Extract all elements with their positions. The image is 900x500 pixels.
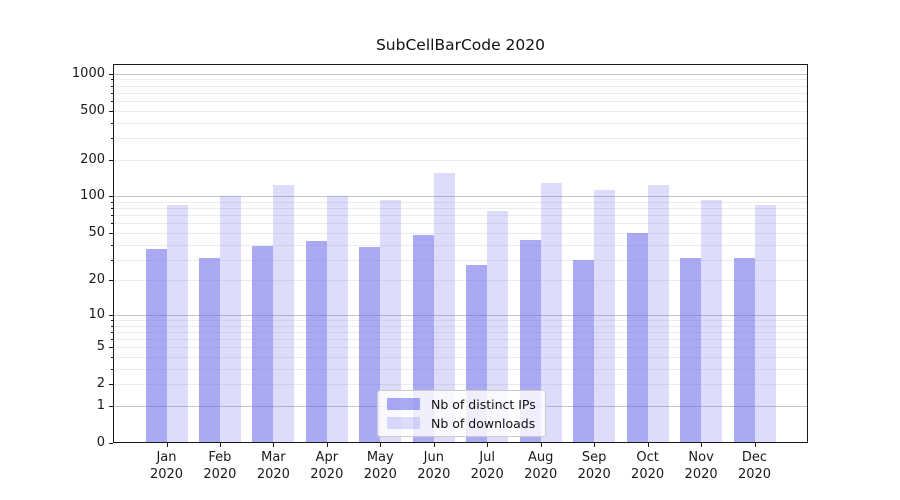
x-tick-label: Nov 2020: [673, 450, 729, 483]
x-tick-year: 2020: [524, 466, 558, 482]
y-tick: [109, 443, 113, 444]
x-tick-label: Mar 2020: [245, 450, 301, 483]
x-tick: [433, 443, 435, 447]
x-tick: [701, 443, 703, 447]
x-tick-month: Jan: [156, 450, 177, 465]
x-tick: [219, 443, 221, 447]
x-tick-label: Jun 2020: [406, 450, 462, 483]
y-tick-label: 500: [80, 102, 105, 118]
y-tick-label: 200: [80, 151, 105, 167]
x-tick-year: 2020: [256, 466, 290, 482]
chart-title: SubCellBarCode 2020: [375, 36, 546, 54]
legend-item-downloads: Nb of downloads: [387, 416, 536, 431]
x-tick-label: Aug 2020: [513, 450, 569, 483]
x-tick-label: May 2020: [352, 450, 408, 483]
x-tick: [326, 443, 328, 447]
legend: Nb of distinct IPs Nb of downloads: [377, 390, 546, 437]
x-tick-month: Apr: [315, 450, 339, 465]
x-tick-month: Oct: [636, 450, 659, 465]
x-tick-year: 2020: [149, 466, 184, 482]
x-tick-label: Jul 2020: [459, 450, 515, 483]
x-tick-year: 2020: [310, 466, 344, 482]
x-tick-month: Jun: [423, 450, 444, 465]
x-tick-label: Sep 2020: [566, 450, 622, 483]
y-tick-label: 1000: [71, 65, 105, 81]
y-tick-label: 10: [88, 306, 105, 322]
y-tick-label: 5: [96, 339, 105, 355]
x-tick: [594, 443, 596, 447]
x-tick-year: 2020: [203, 466, 237, 482]
x-tick-month: Sep: [581, 450, 607, 465]
y-tick-label: 1: [96, 398, 105, 413]
y-tick-label: 100: [80, 188, 105, 204]
x-tick-month: Dec: [741, 450, 768, 465]
y-tick-label: 0: [96, 435, 105, 450]
legend-swatch-downloads-icon: [387, 417, 420, 429]
legend-label-downloads: Nb of downloads: [431, 415, 536, 431]
x-tick-month: Mar: [261, 450, 286, 465]
plot-area-border: [113, 64, 808, 443]
x-tick-year: 2020: [737, 466, 772, 482]
x-tick: [647, 443, 649, 447]
x-tick-month: Nov: [688, 450, 714, 465]
x-tick-month: Feb: [208, 450, 232, 465]
x-tick-label: Apr 2020: [299, 450, 355, 483]
x-tick-month: Jul: [479, 450, 496, 465]
x-tick-year: 2020: [684, 466, 718, 482]
x-tick-month: Aug: [527, 450, 554, 465]
x-tick-year: 2020: [631, 466, 665, 482]
legend-swatch-distinct-ips-icon: [387, 398, 420, 410]
x-tick-year: 2020: [363, 466, 397, 482]
x-tick: [540, 443, 542, 447]
x-tick-label: Oct 2020: [620, 450, 676, 483]
legend-item-distinct-ips: Nb of distinct IPs: [387, 397, 536, 412]
x-tick: [380, 443, 382, 447]
y-tick-label: 2: [96, 376, 105, 392]
x-tick-year: 2020: [577, 466, 611, 482]
x-tick: [754, 443, 756, 447]
x-tick: [487, 443, 489, 447]
legend-label-distinct-ips: Nb of distinct IPs: [431, 396, 536, 412]
x-tick-label: Jan 2020: [139, 450, 195, 483]
x-tick-year: 2020: [470, 466, 504, 482]
x-tick-label: Dec 2020: [727, 450, 783, 483]
y-tick-label: 20: [88, 272, 105, 288]
x-tick: [273, 443, 275, 447]
x-tick-year: 2020: [417, 466, 451, 482]
x-tick-label: Feb 2020: [192, 450, 248, 483]
x-tick: [166, 443, 168, 447]
y-tick-label: 50: [88, 224, 105, 240]
x-tick-month: May: [366, 450, 394, 465]
